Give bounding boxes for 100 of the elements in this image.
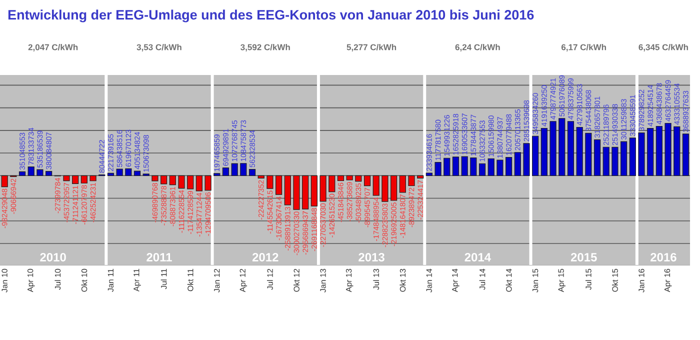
bar bbox=[523, 143, 530, 176]
x-tick-label: Jan 11 bbox=[108, 268, 114, 292]
bar bbox=[426, 172, 432, 176]
band-label: 2015 bbox=[570, 252, 597, 262]
bar bbox=[550, 121, 556, 176]
chart-title: Entwicklung der EEG-Umlage und des EEG-Kontos von Januar 2010 bis Juni 2016 bbox=[8, 10, 534, 22]
x-tick-label: Okt 14 bbox=[506, 268, 512, 292]
bar bbox=[302, 175, 309, 210]
bar bbox=[90, 175, 96, 182]
bar bbox=[222, 167, 230, 176]
text: 2,047 C/kWh bbox=[28, 44, 78, 52]
bar bbox=[364, 175, 371, 186]
text: 3,592 C/kWh bbox=[240, 44, 290, 52]
bar bbox=[63, 175, 70, 182]
x-tick-label: Apr 13 bbox=[346, 268, 354, 292]
bar bbox=[46, 171, 52, 176]
bar bbox=[116, 168, 123, 176]
x-tick-label: Jan 14 bbox=[426, 268, 432, 292]
bar bbox=[478, 163, 486, 176]
bar bbox=[567, 121, 574, 176]
bar bbox=[638, 132, 645, 176]
bar bbox=[276, 175, 282, 195]
bar bbox=[160, 175, 168, 184]
bar bbox=[28, 166, 34, 176]
bar bbox=[107, 172, 114, 176]
x-tick-label: Apr 16 bbox=[664, 268, 672, 292]
bar bbox=[284, 175, 291, 206]
x-tick-label: Okt 10 bbox=[81, 268, 88, 292]
bar bbox=[248, 168, 256, 176]
band-label: 2013 bbox=[358, 252, 384, 262]
bar bbox=[461, 156, 468, 176]
x-tick-label: Jan 12 bbox=[214, 268, 220, 292]
bar bbox=[514, 152, 521, 176]
bar bbox=[532, 136, 539, 176]
bar bbox=[187, 175, 194, 190]
bar bbox=[452, 156, 460, 176]
bar bbox=[629, 138, 636, 176]
x-tick-label: Jan 13 bbox=[320, 268, 326, 292]
text: 6,24 C/kWh bbox=[455, 44, 500, 52]
bar bbox=[204, 175, 212, 191]
x-tick-label: Okt 15 bbox=[612, 268, 618, 292]
bar bbox=[594, 139, 601, 176]
x-tick-label: Jan 10 bbox=[2, 268, 8, 292]
bar bbox=[434, 162, 442, 176]
bar bbox=[602, 146, 610, 176]
x-tick-label: Apr 12 bbox=[240, 268, 248, 292]
text: 5,277 C/kWh bbox=[346, 44, 396, 52]
bar bbox=[585, 132, 592, 176]
bar bbox=[399, 175, 406, 193]
x-tick-label: Okt 13 bbox=[400, 268, 406, 292]
bar bbox=[656, 126, 662, 176]
bar bbox=[36, 169, 44, 176]
bar bbox=[620, 141, 628, 176]
bar bbox=[1, 175, 8, 188]
bar bbox=[320, 175, 326, 202]
bar bbox=[328, 175, 336, 192]
bar bbox=[682, 134, 690, 176]
x-tick-label: Apr 15 bbox=[558, 268, 566, 292]
bar bbox=[496, 160, 504, 176]
x-tick-label: Apr 11 bbox=[134, 268, 141, 292]
bar bbox=[444, 158, 450, 176]
bar bbox=[417, 175, 424, 178]
text: 6,17 C/kWh bbox=[561, 44, 606, 52]
bar bbox=[337, 175, 344, 182]
bar bbox=[647, 128, 654, 176]
x-tick-label: Jul 14 bbox=[479, 268, 486, 290]
x-tick-label: Okt 12 bbox=[294, 268, 300, 292]
bar bbox=[152, 175, 158, 182]
x-tick-label: Okt 11 bbox=[187, 268, 194, 292]
bar bbox=[258, 175, 264, 178]
bar bbox=[390, 175, 398, 201]
bar bbox=[125, 168, 132, 176]
x-tick-label: Apr 14 bbox=[452, 268, 460, 292]
bar bbox=[80, 175, 88, 184]
bar bbox=[196, 175, 202, 192]
x-tick-label: Jul 10 bbox=[54, 268, 61, 290]
band-label: 2016 bbox=[650, 252, 676, 262]
bar bbox=[408, 175, 415, 186]
bar bbox=[372, 175, 380, 196]
bar bbox=[355, 175, 362, 182]
x-tick-label: Jul 15 bbox=[585, 268, 592, 290]
bar bbox=[506, 157, 512, 176]
bar bbox=[664, 122, 672, 176]
bar bbox=[293, 175, 300, 210]
bar bbox=[214, 173, 220, 176]
band-label: 2011 bbox=[146, 252, 172, 262]
bar bbox=[266, 175, 274, 189]
bar bbox=[18, 171, 26, 176]
text: 3,53 C/kWh bbox=[136, 44, 182, 52]
bar bbox=[558, 118, 566, 176]
x-tick-label: Jul 11 bbox=[160, 268, 167, 290]
bar bbox=[231, 163, 238, 176]
band-label: 2012 bbox=[252, 252, 278, 262]
bar bbox=[134, 170, 141, 176]
bar bbox=[240, 163, 247, 176]
bar bbox=[310, 175, 318, 206]
x-tick-label: Jan 15 bbox=[532, 268, 538, 292]
bar bbox=[72, 175, 79, 184]
x-tick-label: Jul 13 bbox=[373, 268, 380, 290]
bar bbox=[612, 146, 618, 176]
